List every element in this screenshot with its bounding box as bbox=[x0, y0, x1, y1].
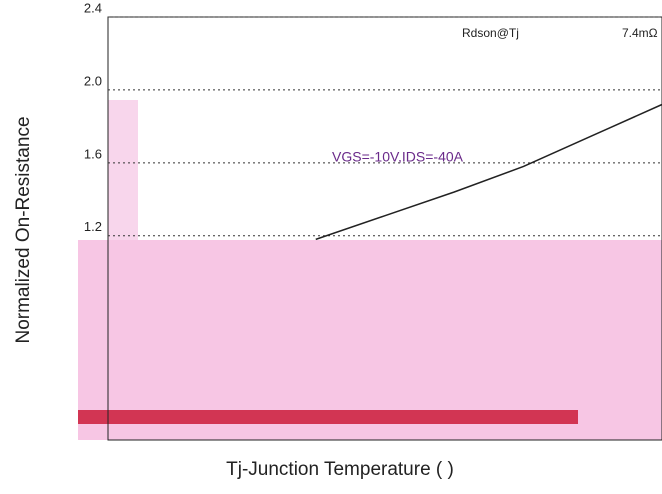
artifact bbox=[78, 410, 578, 424]
x-axis-title: Tj-Junction Temperature ( ) bbox=[226, 459, 454, 480]
y-tick-label: 2.4 bbox=[84, 0, 102, 15]
artifact bbox=[78, 240, 662, 440]
y-axis-title: Normalized On-Resistance bbox=[13, 116, 34, 343]
artifact bbox=[108, 100, 138, 240]
annotation: VGS=-10V,IDS=-40A bbox=[332, 149, 464, 165]
annotation: Rdson@Tj bbox=[462, 26, 519, 40]
y-tick-label: 1.6 bbox=[84, 146, 102, 161]
y-tick-label: 2.0 bbox=[84, 73, 102, 88]
data-line bbox=[315, 103, 662, 241]
annotation: 7.4mΩ bbox=[622, 26, 658, 40]
y-tick-label: 1.2 bbox=[84, 219, 102, 234]
